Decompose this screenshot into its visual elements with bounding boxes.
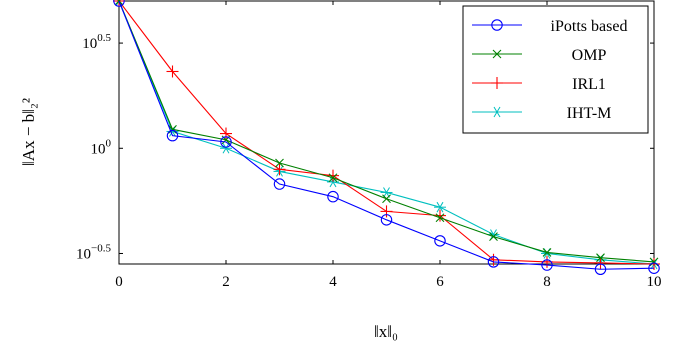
x-marker bbox=[328, 173, 338, 183]
y-tick-label: 100 bbox=[91, 137, 112, 157]
legend-entry: IRL1 bbox=[472, 76, 606, 93]
series-ipotts-based bbox=[113, 0, 660, 276]
circle-marker bbox=[273, 178, 286, 190]
legend-entry: OMP bbox=[472, 47, 606, 64]
y-tick-label: 10−0.5 bbox=[76, 242, 111, 262]
x-marker bbox=[596, 253, 605, 263]
x-tick-label: 8 bbox=[543, 274, 551, 290]
y-axis-label: ‖Ax − b‖₂² bbox=[19, 98, 38, 166]
circle-marker bbox=[594, 263, 607, 276]
series-group bbox=[113, 0, 660, 276]
circle-marker bbox=[434, 235, 446, 247]
x-tick-label: 6 bbox=[436, 274, 444, 290]
x-marker bbox=[382, 194, 391, 204]
x-marker bbox=[649, 257, 659, 267]
x-marker bbox=[489, 232, 498, 242]
circle-marker bbox=[327, 190, 339, 203]
x-tick-label: 4 bbox=[329, 274, 337, 290]
x-tick-labels: 0 2 4 6 8 10 bbox=[115, 274, 661, 290]
x-marker bbox=[492, 49, 502, 59]
circle-marker bbox=[541, 259, 553, 271]
legend-label: IRL1 bbox=[572, 76, 606, 93]
x-tick-label: 0 bbox=[115, 274, 123, 290]
plot-frame bbox=[118, 0, 655, 265]
plot-area bbox=[113, 0, 660, 276]
series-omp bbox=[114, 0, 659, 267]
x-axis-label: ‖x‖₀ bbox=[374, 322, 398, 341]
legend-label: OMP bbox=[572, 47, 607, 64]
asterisk-marker bbox=[222, 143, 230, 154]
x-marker bbox=[435, 213, 445, 223]
circle-marker bbox=[487, 256, 500, 268]
legend-entry: iPotts based bbox=[472, 18, 627, 35]
asterisk-marker bbox=[493, 106, 501, 118]
circle-marker bbox=[648, 262, 660, 274]
circle-marker bbox=[491, 19, 503, 31]
legend-label: IHT-M bbox=[567, 105, 612, 122]
x-marker bbox=[275, 158, 284, 168]
x-tick-label: 10 bbox=[647, 274, 662, 290]
circle-marker bbox=[220, 136, 232, 148]
asterisk-marker bbox=[383, 187, 390, 198]
y-tick-label: 100.5 bbox=[82, 32, 111, 52]
x-marker bbox=[542, 248, 552, 257]
y-tick-labels: 100.5 100 10−0.5 bbox=[76, 32, 111, 262]
series-line bbox=[118, 0, 655, 270]
circle-marker bbox=[113, 0, 125, 7]
circle-marker bbox=[166, 129, 179, 142]
legend: iPotts based OMP IRL1 IHT-M bbox=[462, 5, 649, 134]
x-tick-label: 2 bbox=[222, 274, 230, 290]
asterisk-marker bbox=[436, 201, 444, 213]
legend-label: iPotts based bbox=[551, 18, 628, 35]
circle-marker bbox=[380, 214, 393, 226]
x-marker bbox=[168, 124, 177, 134]
legend-entry: IHT-M bbox=[472, 105, 611, 122]
